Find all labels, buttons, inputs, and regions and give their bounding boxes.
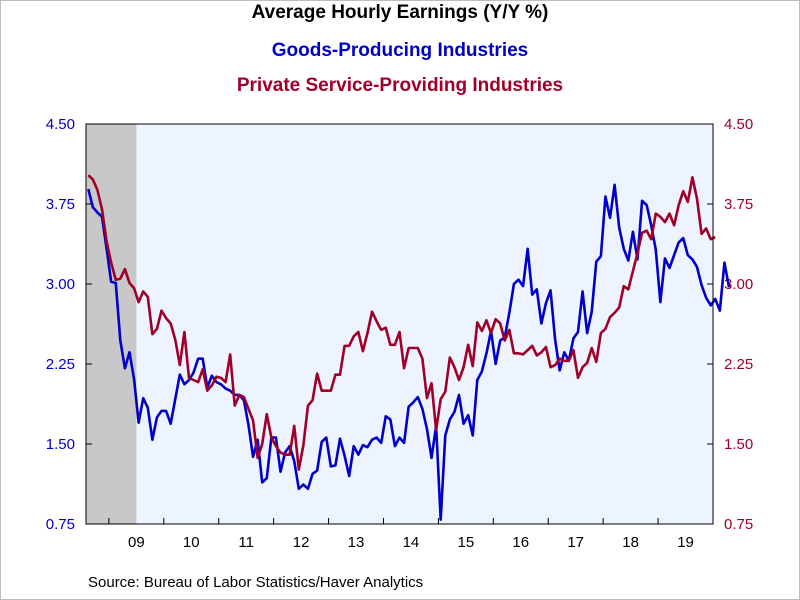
chart-subtitle-goods: Goods-Producing Industries bbox=[271, 40, 529, 61]
plot-border bbox=[85, 123, 714, 525]
left-tick-label: 3.00 bbox=[46, 276, 75, 293]
left-tick-label: 2.25 bbox=[46, 356, 75, 373]
right-tick-label: 2.25 bbox=[724, 356, 753, 373]
right-y-axis: 0.75 1.50 2.25 3.00 3.75 4.50 bbox=[707, 116, 753, 533]
x-tick-label: 12 bbox=[293, 534, 310, 551]
x-tick-label: 13 bbox=[348, 534, 365, 551]
left-y-axis: 0.75 1.50 2.25 3.00 3.75 4.50 bbox=[46, 116, 92, 533]
left-tick-label: 4.50 bbox=[46, 116, 75, 133]
x-tick-label: 19 bbox=[677, 534, 694, 551]
left-tick-label: 3.75 bbox=[46, 196, 75, 213]
x-tick-label: 16 bbox=[512, 534, 529, 551]
chart-subtitle-services: Private Service-Providing Industries bbox=[236, 75, 564, 96]
x-tick-label: 11 bbox=[238, 534, 254, 551]
right-tick-label: 1.50 bbox=[724, 436, 753, 453]
right-tick-label: 3.00 bbox=[724, 276, 753, 293]
x-tick-label: 14 bbox=[403, 534, 420, 551]
chart-title: Average Hourly Earnings (Y/Y %) bbox=[251, 2, 549, 23]
x-axis: 09 10 11 12 13 14 15 16 17 18 19 bbox=[108, 518, 694, 551]
right-tick-label: 3.75 bbox=[724, 196, 753, 213]
left-tick-label: 1.50 bbox=[46, 436, 75, 453]
left-tick-label: 0.75 bbox=[46, 516, 75, 533]
series-line-goods bbox=[87, 183, 731, 522]
x-tick-label: 17 bbox=[567, 534, 584, 551]
series-line-services bbox=[87, 174, 716, 471]
x-tick-label: 10 bbox=[183, 534, 200, 551]
x-tick-label: 15 bbox=[458, 534, 475, 551]
plot-area bbox=[86, 124, 713, 524]
x-tick-label: 18 bbox=[622, 534, 639, 551]
right-tick-label: 0.75 bbox=[724, 516, 753, 533]
right-tick-label: 4.50 bbox=[724, 116, 753, 133]
recession-shade bbox=[86, 124, 137, 524]
x-tick-label: 09 bbox=[128, 534, 145, 551]
source-note: Source: Bureau of Labor Statistics/Haver… bbox=[88, 574, 424, 591]
